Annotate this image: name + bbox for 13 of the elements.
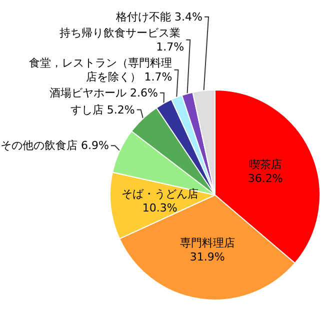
slice-label: 酒場ビヤホール 2.6% — [49, 86, 158, 100]
slice-label: そば・うどん店 — [121, 187, 198, 200]
slice-label: 喫茶店 — [248, 158, 282, 172]
data-label: 36.2% — [248, 172, 283, 186]
slice-label: 専門料理店 — [180, 236, 235, 250]
slice-label: その他の飲食店 6.9% — [0, 139, 109, 152]
slice-label: すし店 5.2% — [70, 103, 135, 116]
slice-label: 格付け不能 3.4% — [115, 10, 203, 24]
data-label: 10.3% — [142, 201, 178, 214]
slice-label: 持ち帰り飲食サービス業 — [60, 26, 184, 40]
data-label: 31.9% — [190, 250, 225, 264]
slice-label: 食堂，レストラン（専門料理店を除く） 1.7% — [29, 56, 172, 84]
data-label: 1.7% — [156, 40, 184, 54]
